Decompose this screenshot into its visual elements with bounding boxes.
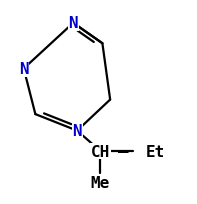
- Text: —: —: [118, 142, 128, 160]
- Text: N: N: [19, 62, 29, 77]
- Text: Me: Me: [91, 175, 110, 190]
- Text: N: N: [72, 124, 82, 139]
- Text: N: N: [68, 16, 78, 31]
- Text: CH: CH: [91, 144, 110, 159]
- Text: Et: Et: [146, 144, 165, 159]
